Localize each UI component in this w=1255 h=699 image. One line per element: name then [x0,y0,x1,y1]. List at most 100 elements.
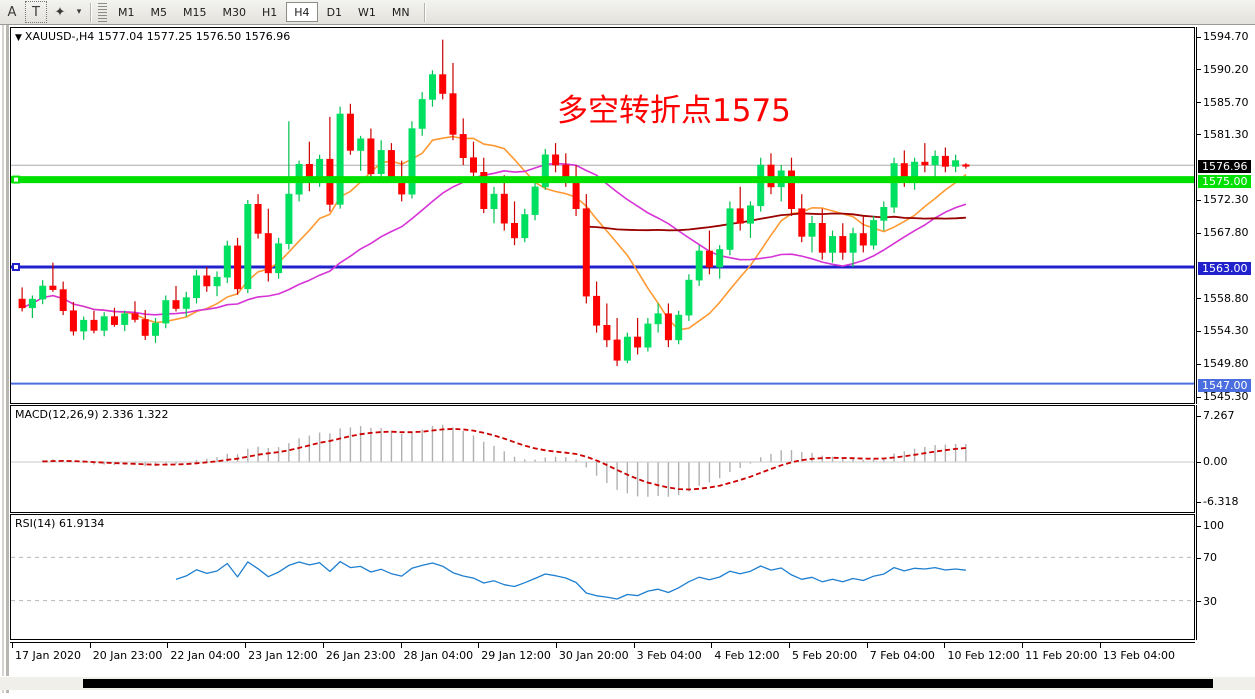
candle-body [880,207,888,221]
rsi-series-canvas [11,556,1194,602]
lower-blue-level-tag[interactable]: 1547.00 [1198,378,1251,392]
rsi-indicator-panel[interactable]: RSI(14) 61.9134 [10,514,1195,640]
candle-body [521,214,529,239]
green-level-tag[interactable]: 1575.00 [1198,174,1251,188]
price-scale[interactable]: 1594.70 1590.20 1585.70 1581.30 1572.30 1567.… [1196,27,1255,640]
scale-tick-value: 7.267 [1203,409,1235,422]
rsi-scale-section[interactable]: 100 70 30 [1196,514,1255,640]
scale-tick-mark [1197,102,1201,104]
price-scale-section[interactable]: 1594.70 1590.20 1585.70 1581.30 1572.30 1567.… [1196,27,1255,404]
timeframe-w1[interactable]: W1 [358,5,376,19]
candle-body [593,295,601,326]
time-tick-label: 22 Jan 04:00 [170,649,241,662]
scale-tick-value: 1567.80 [1203,226,1249,240]
macd-signal-line [42,427,966,491]
candle-body [859,233,867,246]
price-panel-header: ▼ XAUUSD-,H4 1577.04 1577.25 1576.50 1576… [15,30,290,43]
timeframe-h4[interactable]: H4 [286,2,318,22]
scrollbar-thumb[interactable] [83,679,1213,688]
candle-body [377,150,385,175]
text-label-tool-icon[interactable]: T [25,1,47,23]
timeframe-m5[interactable]: M5 [150,5,168,19]
shapes-tool-icon[interactable]: ✦ [54,4,66,20]
time-tick-label: 20 Jan 23:00 [92,649,163,662]
time-tick-label: 7 Feb 04:00 [869,649,935,662]
scale-tick-mark [1197,461,1201,463]
scale-tick-mark [1197,36,1201,38]
candle-body [213,276,221,287]
timeframe-mn[interactable]: MN [391,5,410,19]
time-tick-label: 23 Jan 12:00 [248,649,318,662]
candle-body [275,243,283,274]
candle-body [798,208,806,237]
time-tick-mark [1022,643,1024,648]
scale-tick-mark [1197,525,1201,527]
text-tool-icon[interactable]: A [7,4,17,20]
time-tick-mark [789,643,791,648]
timeframe-m1[interactable]: M1 [118,5,135,19]
ma-slow-darkred [586,212,966,232]
candle-body [685,279,693,316]
price-series-canvas [11,39,1194,385]
last-price-tag[interactable]: 1576.96 [1198,160,1251,174]
toolbar-grip-handle[interactable] [98,2,107,22]
toolbar-separator [90,2,92,22]
candle-body [736,208,744,224]
candle-body [285,193,293,245]
candle-body [952,160,960,167]
horizontal-scrollbar[interactable] [0,676,1255,690]
scale-tick-value: 1594.70 [1203,30,1249,43]
scale-tick-value: 1545.30 [1203,390,1249,403]
time-tick-label: 3 Feb 04:00 [636,649,702,662]
candle-body [613,339,621,361]
timeframe-m30[interactable]: M30 [222,5,247,19]
macd-series-canvas [11,424,1194,497]
candle-body [357,138,365,151]
candle-body [705,250,713,268]
candle-body [870,220,878,246]
macd-scale-section[interactable]: 7.267 0.00 -6.318 [1196,405,1255,515]
candle-body [500,193,508,224]
candle-body [941,155,949,167]
price-chart-panel[interactable]: ▼ XAUUSD-,H4 1577.04 1577.25 1576.50 1576… [10,27,1195,404]
level-anchor-handle[interactable] [12,263,20,272]
level-anchor-handle[interactable] [12,175,20,184]
time-tick-label: 29 Jan 12:00 [481,649,551,662]
price-tick: 1567.80 [1197,227,1249,239]
price-tick: 1585.70 [1197,96,1249,109]
timeframe-m15[interactable]: M15 [183,5,207,19]
scale-tick-mark [1197,134,1201,136]
price-tick: 1549.80 [1197,358,1249,370]
candle-body [234,245,242,290]
scale-tick-value: -6.318 [1203,495,1239,508]
price-tick: 1554.30 [1197,325,1249,337]
rsi-tick: 70 [1197,552,1217,564]
collapse-caret-icon[interactable]: ▼ [15,33,22,43]
scale-tick-mark [1197,330,1201,332]
rsi-panel-header: RSI(14) 61.9134 [15,517,105,530]
candle-body [654,313,662,325]
symbol-ohlc-label: XAUUSD-,H4 1577.04 1577.25 1576.50 1576.… [24,30,291,43]
time-scale[interactable]: 17 Jan 2020 20 Jan 23:00 22 Jan 04:00 23 Ja… [10,642,1195,668]
candle-body [59,289,67,312]
scale-tick-value: 0.00 [1203,455,1228,468]
price-tick: 1545.30 [1197,391,1249,403]
scale-tick-value: 100 [1203,519,1224,532]
candle-body [541,154,549,188]
ma-fast-orange [21,135,967,331]
dropdown-arrow-icon[interactable]: ▾ [76,7,82,17]
candle-body [39,285,47,300]
candle-body [808,223,816,237]
macd-indicator-panel[interactable]: MACD(12,26,9) 2.336 1.322 [10,405,1195,513]
blue-level-tag[interactable]: 1563.00 [1198,262,1251,275]
candle-body [223,245,231,278]
turning-point-annotation[interactable]: 多空转折点1575 [557,93,791,129]
rsi-line [175,560,966,600]
timeframe-h1[interactable]: H1 [262,5,278,19]
candle-body [634,336,642,348]
candle-body [552,154,560,166]
macd-tick: -6.318 [1197,496,1238,508]
timeframe-d1[interactable]: D1 [326,5,343,19]
scale-tick-value: 1590.20 [1203,62,1249,76]
candle-body [336,113,344,205]
